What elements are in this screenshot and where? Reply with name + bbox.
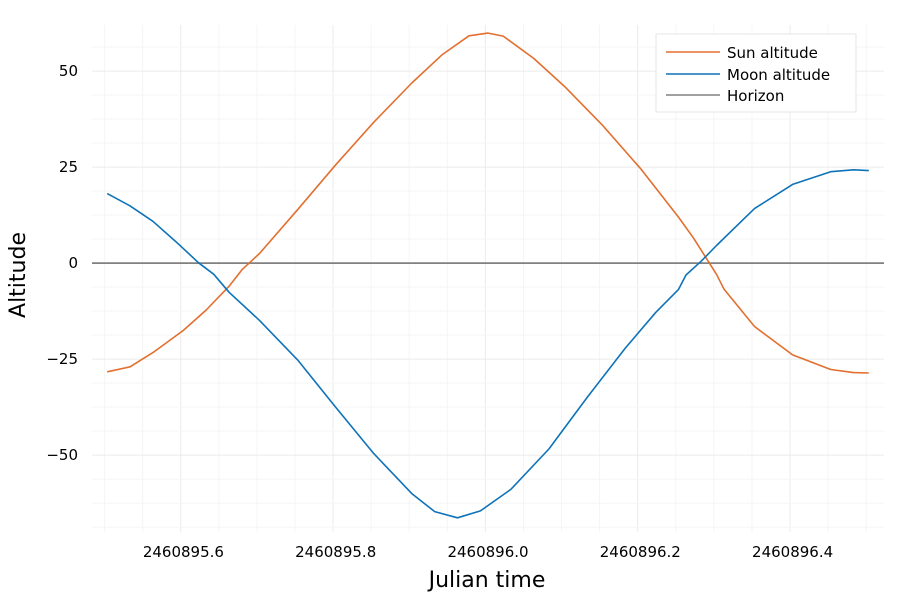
grid [92, 25, 884, 532]
x-tick-label-4: 2460896.4 [752, 543, 833, 561]
legend-label-horizon: Horizon [727, 87, 784, 105]
y-tick-label-4: 50 [59, 62, 78, 80]
x-tick-label-1: 2460895.8 [295, 543, 376, 561]
moon-altitude-line [106, 169, 869, 519]
y-tick-label-0: −50 [46, 446, 78, 464]
y-tick-label-3: 25 [59, 158, 78, 176]
y-axis-label: Altitude [6, 232, 31, 318]
series-lines [92, 32, 884, 519]
legend-box [655, 33, 857, 113]
legend-label-sun: Sun altitude [727, 44, 818, 62]
y-tick-label-2: 0 [68, 254, 78, 272]
tick-labels: 2460895.6 2460895.8 2460896.0 2460896.2 2460… [46, 62, 833, 561]
y-tick-label-1: −25 [46, 350, 78, 368]
x-tick-label-2: 2460896.0 [447, 543, 528, 561]
x-tick-label-0: 2460895.6 [143, 543, 224, 561]
x-tick-label-3: 2460896.2 [600, 543, 681, 561]
legend: Sun altitude Moon altitude Horizon [655, 33, 857, 113]
legend-label-moon: Moon altitude [727, 66, 830, 84]
sun-altitude-line [107, 32, 869, 374]
x-axis-label: Julian time [427, 568, 546, 593]
